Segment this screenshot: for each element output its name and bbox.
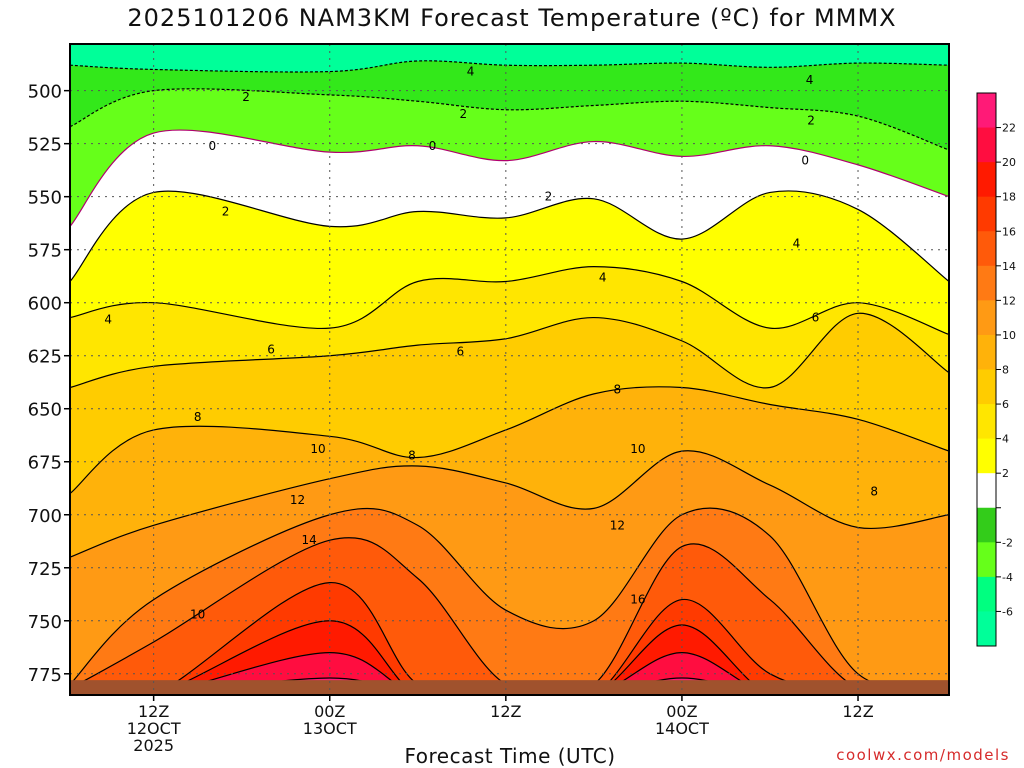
contour-label: 2 (222, 205, 230, 219)
x-tick-label: 12OCT (127, 719, 181, 738)
colorbar-label: 14 (1002, 260, 1016, 273)
contour-label: 4 (793, 236, 801, 250)
colorbar-bin (977, 611, 996, 647)
contour-label: 12 (290, 493, 305, 507)
credit-text[interactable]: coolwx.com/models (836, 746, 1010, 764)
contour-label: 2 (807, 113, 815, 127)
y-tick-label: 750 (28, 612, 62, 633)
y-tick-label: 775 (28, 665, 62, 686)
colorbar-label: 6 (1002, 398, 1009, 411)
contour-label: 14 (302, 533, 317, 547)
x-tick-label: 00Z (666, 702, 697, 721)
colorbar-label: -4 (1002, 571, 1013, 584)
colorbar-bin (977, 369, 996, 405)
colorbar-bin (977, 404, 996, 440)
x-tick-label: 12Z (842, 702, 873, 721)
contour-line-2 (70, 190, 949, 282)
contour-label: 4 (104, 313, 112, 327)
y-tick-label: 550 (28, 188, 62, 209)
contour-line-14 (70, 537, 949, 695)
contour-line-6 (70, 312, 949, 389)
y-tick-label: 500 (28, 82, 62, 103)
plot-area: 4 4 2 2 2 0 0 0 2 2 4 4 4 6 6 6 8 8 8 8 10 10 12 12 14 16 10 (70, 44, 949, 695)
contour-line-8 (70, 386, 949, 495)
colorbar-bin (977, 438, 996, 474)
contour-line-18 (70, 620, 949, 695)
colorbar-label: 8 (1002, 364, 1009, 377)
contour-label: 0 (209, 139, 217, 153)
contour-label: 16 (630, 593, 645, 607)
colorbar-bin (977, 93, 996, 129)
y-tick-label: 675 (28, 453, 62, 474)
contour-label: 10 (310, 442, 325, 456)
colorbar-bin (977, 473, 996, 509)
y-tick-label: 625 (28, 347, 62, 368)
plot-frame (69, 43, 950, 696)
contour-line--2 (70, 88, 949, 151)
contour-label: 0 (429, 139, 437, 153)
y-tick-label: 700 (28, 506, 62, 527)
y-tick-label: 650 (28, 400, 62, 421)
contour-label: 6 (267, 342, 275, 356)
x-tick-label: 13OCT (303, 719, 357, 738)
colorbar-label: 16 (1002, 225, 1016, 238)
contour-line-12 (70, 507, 949, 689)
colorbar-label: 10 (1002, 329, 1016, 342)
contour-label: 4 (806, 73, 814, 87)
colorbar-frame (976, 92, 997, 647)
y-tick-label: 525 (28, 135, 62, 156)
x-tick-label: 12Z (490, 702, 521, 721)
colorbar-label: 20 (1002, 156, 1016, 169)
contour-label: 8 (194, 410, 202, 424)
contour-line-0 (70, 129, 949, 227)
colorbar-bin (977, 231, 996, 267)
colorbar-bin (977, 542, 996, 578)
contour-line-4 (70, 266, 949, 336)
contour-line--4 (70, 60, 949, 73)
y-tick-label: 725 (28, 559, 62, 580)
x-tick-label: 2025 (133, 736, 174, 755)
colorbar-bin (977, 127, 996, 163)
colorbar-bin (977, 334, 996, 370)
colorbar-label: 2 (1002, 467, 1009, 480)
contour-label: 8 (408, 448, 416, 462)
colorbar-bin (977, 196, 996, 232)
colorbar-bin (977, 300, 996, 336)
colorbar-label: 4 (1002, 433, 1009, 446)
contour-label: 4 (467, 65, 475, 79)
contour-label: 2 (459, 107, 467, 121)
contour-label: 8 (614, 383, 622, 397)
colorbar-label: 18 (1002, 191, 1016, 204)
contour-label: 2 (242, 90, 250, 104)
contour-label: 0 (801, 154, 809, 168)
contour-label: 6 (457, 344, 465, 358)
colorbar-label: 12 (1002, 294, 1016, 307)
x-axis-label: Forecast Time (UTC) (404, 744, 616, 768)
y-tick-label: 600 (28, 294, 62, 315)
contour-line-20 (70, 651, 949, 695)
colorbar-bin (977, 507, 996, 543)
colorbar-bin (977, 265, 996, 301)
x-tick-label: 12Z (138, 702, 169, 721)
contour-label: 8 (870, 484, 878, 498)
contour-label: 12 (610, 518, 625, 532)
colorbar-label: -6 (1002, 605, 1013, 618)
chart-title: 2025101206 NAM3KM Forecast Temperature (… (127, 4, 897, 32)
contour-label: 4 (599, 270, 607, 284)
colorbar-label: -2 (1002, 536, 1013, 549)
contour-label: 10 (630, 442, 645, 456)
contour-label: 10 (190, 607, 205, 621)
colorbar-bin (977, 576, 996, 612)
colorbar-bin (977, 162, 996, 198)
y-tick-label: 575 (28, 241, 62, 262)
x-tick-label: 00Z (314, 702, 345, 721)
contour-label: 2 (545, 190, 553, 204)
contour-line-10 (70, 450, 949, 558)
ground-surface (70, 680, 949, 695)
colorbar-label: 22 (1002, 122, 1016, 135)
x-tick-label: 14OCT (655, 719, 709, 738)
contour-label: 6 (812, 311, 820, 325)
